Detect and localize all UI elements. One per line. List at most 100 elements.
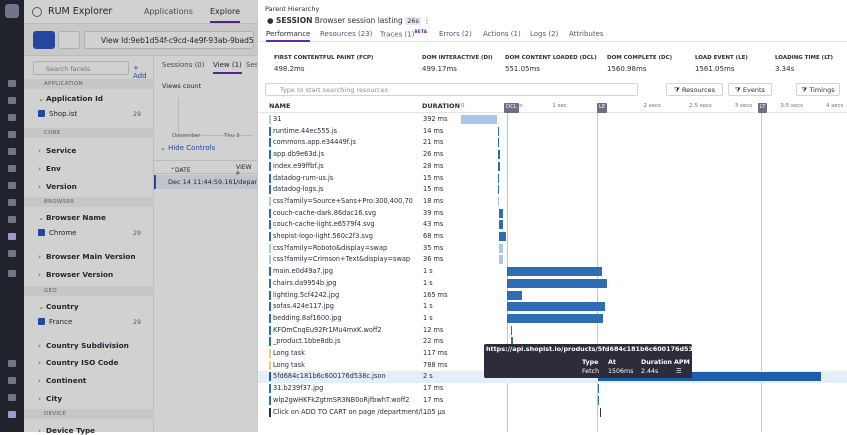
facet-service[interactable]: › Service	[38, 146, 76, 155]
tab-sessions[interactable]: Sessions (0)	[162, 61, 205, 69]
resource-row[interactable]: chairs.da9954b.jpg 1 s	[258, 278, 847, 290]
waterfall-bar[interactable]	[506, 267, 603, 277]
notebooks-icon[interactable]	[8, 165, 16, 172]
settings-icon[interactable]	[8, 394, 16, 401]
chat-icon[interactable]	[8, 360, 16, 367]
session-link[interactable]: ● SESSION Browser session lasting 26s ⋮	[267, 16, 431, 25]
facet-continent[interactable]: › Continent	[38, 376, 86, 385]
filter-events-button[interactable]: ⧩ Events	[728, 83, 772, 96]
waterfall-bar[interactable]	[497, 150, 500, 160]
resource-row[interactable]: sofas.424e117.jpg 1 s	[258, 301, 847, 313]
resource-row[interactable]: bedding.8af1600.jpg 1 s	[258, 313, 847, 325]
apm-icon[interactable]: ☰	[676, 368, 682, 375]
resource-row[interactable]: app.db9e63d.js 26 ms	[258, 149, 847, 161]
resource-row[interactable]: datadog-logs.js 15 ms	[258, 184, 847, 196]
waterfall-bar[interactable]	[506, 278, 607, 288]
waterfall-bar[interactable]	[497, 138, 500, 148]
extensions-icon[interactable]	[8, 270, 16, 277]
timeseries-view-button[interactable]	[58, 31, 80, 49]
waterfall-bar[interactable]	[511, 337, 514, 347]
tab-performance[interactable]: Performance	[266, 30, 311, 42]
dashboards-icon[interactable]	[8, 97, 16, 104]
waterfall-bar[interactable]	[497, 161, 501, 171]
resource-row[interactable]: css?family=Source+Sans+Pro:300,400,700&d…	[258, 196, 847, 208]
synthetics-icon[interactable]	[8, 216, 16, 223]
team-icon[interactable]	[8, 411, 16, 418]
facet-value-shopist[interactable]: Shop.ist	[38, 110, 77, 118]
resource-row[interactable]: couch-cache-light.e6579f4.svg 43 ms	[258, 219, 847, 231]
list-view-button[interactable]	[33, 31, 55, 49]
facet-browser-main-version[interactable]: › Browser Main Version	[38, 252, 136, 261]
tab-sessions-overflow[interactable]: Ses	[246, 61, 259, 69]
waterfall-bar[interactable]	[506, 313, 604, 323]
resource-row[interactable]: wlp2gwHKFkZgtmSR3NB0oRjfbwhT.woff2 17 ms	[258, 395, 847, 407]
resource-row[interactable]: shopist-logo-light.560c2f3.svg 68 ms	[258, 231, 847, 243]
resource-row[interactable]: datadog-rum-us.js 15 ms	[258, 173, 847, 185]
search-query-input[interactable]: View Id:9eb1d54f-c9cd-4e9f-93ab-9bad5d18…	[84, 31, 254, 49]
filter-resources-button[interactable]: ⧩ Resources	[666, 83, 723, 96]
checkbox-checked-icon[interactable]	[38, 229, 45, 236]
resource-row[interactable]: index.e99ffbf.js 28 ms	[258, 161, 847, 173]
facet-browser-version[interactable]: › Browser Version	[38, 270, 113, 279]
hide-controls-button[interactable]: ⌄ Hide Controls	[160, 144, 216, 152]
facet-country-subdivision[interactable]: › Country Subdivision	[38, 341, 129, 350]
facet-value-chrome[interactable]: Chrome	[38, 229, 76, 237]
resource-row[interactable]: main.e0d49a7.jpg 1 s	[258, 266, 847, 278]
help-icon[interactable]	[8, 377, 16, 384]
resource-row[interactable]: css?family=Crimson+Text&display=swap 36 m…	[258, 254, 847, 266]
logs-icon[interactable]	[8, 182, 16, 189]
tab-views[interactable]: View (1)	[213, 61, 242, 74]
waterfall-bar[interactable]	[497, 173, 499, 183]
facet-browser-name[interactable]: ⌄ Browser Name	[38, 213, 106, 222]
resource-row[interactable]: 31.b239f37.jpg 17 ms	[258, 383, 847, 395]
column-date[interactable]: ⌄ DATE	[170, 164, 191, 174]
waterfall-bar[interactable]	[499, 243, 503, 253]
resource-row[interactable]: lighting.5cf4242.jpg 165 ms	[258, 290, 847, 302]
resource-row[interactable]: _product.1bbe8db.js 22 ms	[258, 336, 847, 348]
security-icon[interactable]	[8, 199, 16, 206]
waterfall-bar[interactable]	[597, 372, 821, 382]
waterfall-bar[interactable]	[499, 208, 503, 218]
waterfall-bar[interactable]	[497, 185, 499, 195]
facet-city[interactable]: › City	[38, 394, 62, 403]
waterfall-bar[interactable]	[499, 255, 503, 265]
column-duration[interactable]: DURATION	[422, 102, 461, 110]
waterfall-bar[interactable]	[499, 232, 506, 241]
home-icon[interactable]	[8, 80, 16, 87]
table-row[interactable]: Dec 14 11:44:59.161 /depart	[154, 175, 260, 189]
tab-resources[interactable]: Resources (23)	[320, 30, 373, 38]
facet-country[interactable]: ⌄ Country	[38, 302, 79, 311]
waterfall-bar[interactable]	[499, 220, 504, 230]
waterfall-bar[interactable]	[497, 126, 499, 136]
facet-device-type[interactable]: › Device Type	[38, 426, 95, 435]
column-name[interactable]: NAME	[269, 102, 291, 110]
facet-search-input[interactable]: Search facets	[33, 61, 129, 75]
tab-attributes[interactable]: Attributes	[569, 30, 604, 38]
waterfall-bar[interactable]	[461, 115, 497, 124]
waterfall-bar[interactable]	[511, 325, 513, 335]
waterfall-bar[interactable]	[506, 302, 606, 312]
resource-search-input[interactable]: Type to start searching resources	[265, 83, 638, 96]
facet-value-france[interactable]: France	[38, 318, 72, 326]
column-view-path[interactable]: VIEW P	[236, 164, 252, 178]
monitors-icon[interactable]	[8, 131, 16, 138]
resource-row[interactable]: KFOmCnqEu92Fr1Mu4mxK.woff2 12 ms	[258, 325, 847, 337]
resource-row[interactable]: css?family=Roboto&display=swap 35 ms	[258, 243, 847, 255]
waterfall-bar[interactable]	[506, 290, 522, 300]
resource-row[interactable]: commons.app.e34449f.js 21 ms	[258, 137, 847, 149]
resource-row[interactable]: 31 392 ms	[258, 114, 847, 126]
tab-traces[interactable]: Traces (1)BETA	[380, 30, 427, 38]
waterfall-bar[interactable]	[497, 196, 500, 206]
rum-icon[interactable]	[8, 233, 16, 240]
tab-applications[interactable]: Applications	[144, 7, 193, 16]
waterfall-bar[interactable]	[599, 407, 601, 417]
checkbox-checked-icon[interactable]	[38, 110, 45, 117]
infrastructure-icon[interactable]	[8, 114, 16, 121]
resource-row[interactable]: Click on ADD TO CART on page /department…	[258, 407, 847, 419]
facet-version[interactable]: › Version	[38, 182, 77, 191]
facet-env[interactable]: › Env	[38, 164, 61, 173]
resource-row[interactable]: couch-cache-dark.86dac16.svg 39 ms	[258, 208, 847, 220]
facet-application-id[interactable]: ⌄ Application Id	[38, 94, 103, 103]
tab-errors[interactable]: Errors (2)	[439, 30, 472, 38]
tab-actions[interactable]: Actions (1)	[483, 30, 521, 38]
